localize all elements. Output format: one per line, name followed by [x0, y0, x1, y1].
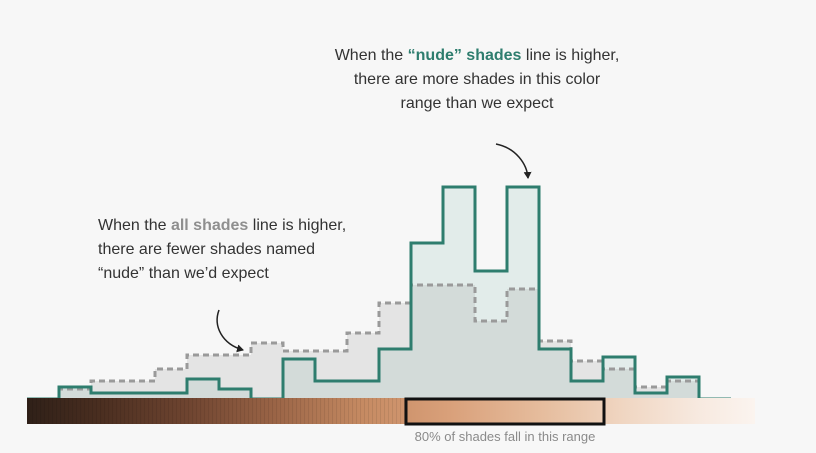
chart-lines: [27, 185, 731, 401]
annotation-nude-shades: When the “nude” shades line is higher, t…: [332, 44, 622, 116]
annotation-all-highlight: all shades: [170, 217, 249, 234]
color-swatch-bar: [27, 398, 755, 424]
annotation-all-shades: When the all shades line is higher, ther…: [98, 214, 348, 286]
range-label: 80% of shades fall in this range: [415, 429, 596, 444]
annotation-arrow-nude: [495, 143, 532, 179]
annotation-all-post: line is higher, there are fewer shades n…: [98, 217, 347, 282]
annotation-nude-highlight: “nude” shades: [407, 47, 522, 64]
range-highlight-box: [404, 397, 606, 426]
annotation-arrow-all: [216, 309, 244, 353]
skin-tone-stripes: [27, 398, 407, 424]
annotation-nude-post: line is higher, there are more shades in…: [353, 47, 620, 112]
overlap-area: [27, 285, 731, 399]
all-shades-line: [27, 283, 731, 401]
nude-shades-line: [27, 185, 731, 401]
annotation-all-pre: When the: [98, 217, 171, 234]
annotation-nude-pre: When the: [334, 47, 408, 64]
